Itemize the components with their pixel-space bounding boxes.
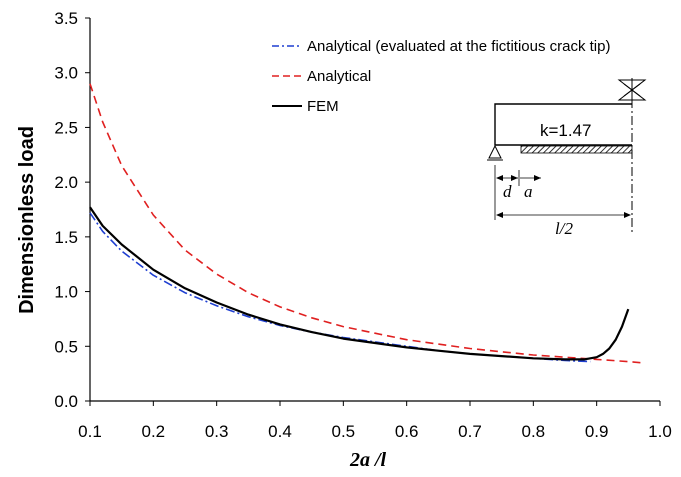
x-ticks: 0.1 0.2 0.3 0.4 0.5 0.6 0.7 0.8 0.9 1.0 [78,401,672,441]
series-line-analytical [89,83,642,364]
arrowhead-l2-right [624,212,631,218]
y-tick-label: 3.0 [54,64,78,83]
arrowhead-l2-left [496,212,503,218]
x-tick-label: 1.0 [648,422,672,441]
y-tick-label: 2.5 [54,118,78,137]
arrowhead-a-right [534,175,541,181]
legend: Analytical (evaluated at the fictitious … [272,38,610,115]
arrowhead-d-left [496,175,503,181]
dimension-label-a: a [524,182,533,201]
y-axis-title: Dimensionless load [16,126,38,314]
support-triangle-icon [488,144,502,159]
series-line-analytical-tip [89,212,591,363]
stiffness-label: k=1.47 [540,121,592,140]
dimension-label-d: d [503,182,512,201]
x-tick-label: 0.1 [78,422,102,441]
beam-outline [494,103,632,146]
x-tick-label: 0.9 [585,422,609,441]
beam-schematic: k=1.47 d a l/2 [487,78,647,238]
legend-label-analytical: Analytical [307,68,371,85]
axes [89,18,660,402]
crack-band [520,145,633,154]
series-line-fem [89,206,630,361]
x-tick-label: 0.5 [332,422,356,441]
y-tick-label: 3.5 [54,9,78,28]
legend-label-fem: FEM [307,98,339,115]
x-tick-label: 0.6 [395,422,419,441]
y-tick-label: 1.5 [54,228,78,247]
x-axis-title: 2a /l [349,449,387,471]
x-tick-label: 0.3 [205,422,229,441]
y-tick-label: 0.5 [54,337,78,356]
x-tick-label: 0.7 [458,422,482,441]
symmetry-support-icon [617,78,647,102]
x-tick-label: 0.4 [268,422,292,441]
x-tick-label: 0.8 [522,422,546,441]
dimension-label-l2: l/2 [555,219,573,238]
arrowhead-d-right [511,175,518,181]
x-tick-label: 0.2 [142,422,166,441]
y-tick-label: 1.0 [54,283,78,302]
y-tick-label: 0.0 [54,392,78,411]
series-layer [89,83,642,364]
y-ticks: 0.0 0.5 1.0 1.5 2.0 2.5 3.0 3.5 [54,9,90,411]
legend-label-analytical-tip: Analytical (evaluated at the fictitious … [307,38,610,55]
y-tick-label: 2.0 [54,173,78,192]
